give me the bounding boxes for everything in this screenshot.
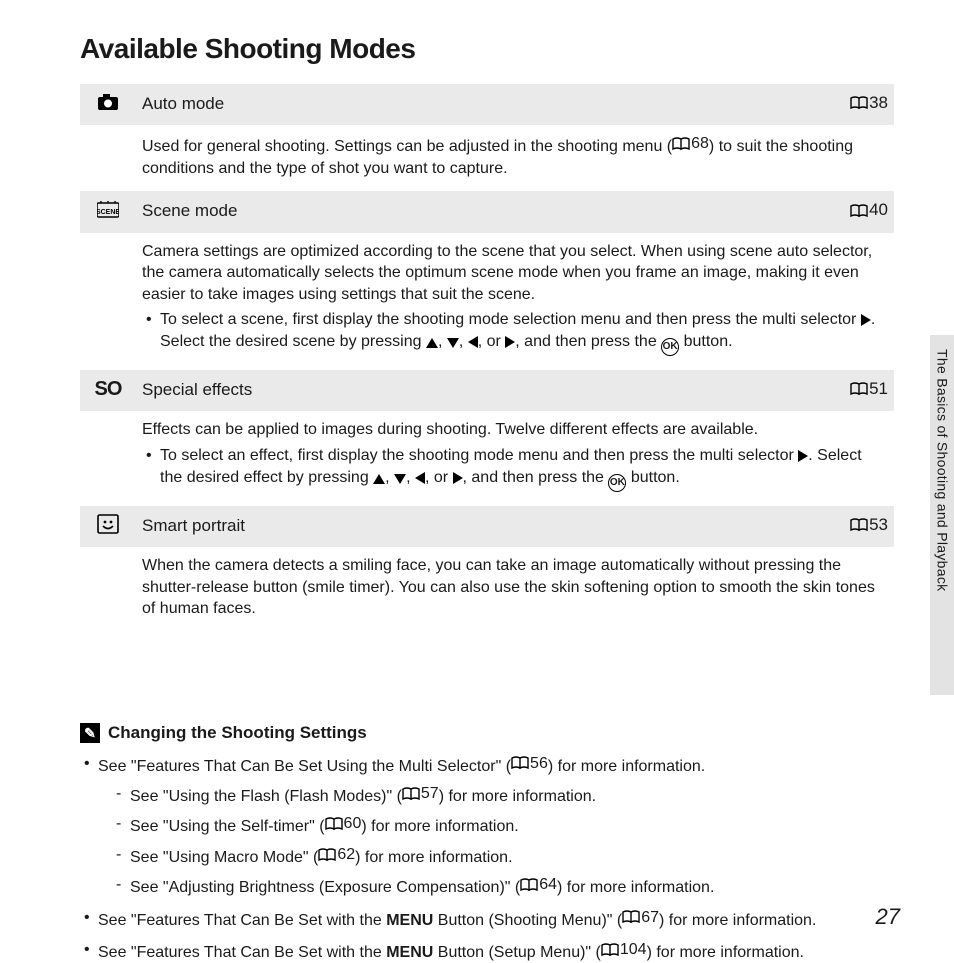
mode-row-auto: Auto mode 38 [80,84,894,125]
mode-desc-auto: Used for general shooting. Settings can … [80,125,894,191]
mode-title: Smart portrait [136,506,840,547]
camera-icon [97,92,119,113]
pencil-icon: ✎ [80,723,100,743]
mode-row-special: SO Special effects 51 [80,370,894,411]
arrow-down-icon [447,338,459,348]
arrow-right-icon [453,472,463,484]
scene-icon [97,200,119,221]
mode-desc-smart: When the camera detects a smiling face, … [80,547,894,632]
ok-button-icon: OK [661,338,679,356]
mode-title: Special effects [136,370,840,411]
mode-desc-special: Effects can be applied to images during … [80,411,894,505]
page-ref: 40 [840,191,894,232]
page-title: Available Shooting Modes [80,30,894,68]
side-tab: The Basics of Shooting and Playback [930,335,954,695]
ref-subitem: See "Using Macro Mode" (62) for more inf… [116,844,894,868]
mode-title: Scene mode [136,191,840,232]
ref-item: See "Features That Can Be Set Using the … [80,753,894,899]
page-ref: 51 [840,370,894,411]
mode-title: Auto mode [136,84,840,125]
references-list: See "Features That Can Be Set Using the … [80,753,894,963]
note-heading: ✎ Changing the Shooting Settings [80,722,894,745]
arrow-up-icon [426,338,438,348]
page-number: 27 [876,902,900,932]
arrow-right-icon [861,314,871,326]
arrow-left-icon [415,472,425,484]
arrow-right-icon [798,450,808,462]
ref-item: See "Features That Can Be Set with the M… [80,907,894,931]
ref-item: See "Features That Can Be Set with the M… [80,939,894,963]
page-ref: 53 [840,506,894,547]
mode-desc-scene: Camera settings are optimized according … [80,233,894,370]
mode-row-smart: Smart portrait 53 [80,506,894,547]
modes-table: Auto mode 38 Used for general shooting. … [80,84,894,632]
ok-button-icon: OK [608,474,626,492]
ref-subitem: See "Adjusting Brightness (Exposure Comp… [116,874,894,898]
ref-subitem: See "Using the Flash (Flash Modes)" (57)… [116,783,894,807]
arrow-down-icon [394,474,406,484]
smart-portrait-icon [97,514,119,535]
page-ref: 38 [840,84,894,125]
mode-row-scene: Scene mode 40 [80,191,894,232]
special-effects-icon: SO [95,379,122,399]
arrow-up-icon [373,474,385,484]
arrow-left-icon [468,336,478,348]
ref-subitem: See "Using the Self-timer" (60) for more… [116,813,894,837]
arrow-right-icon [505,336,515,348]
